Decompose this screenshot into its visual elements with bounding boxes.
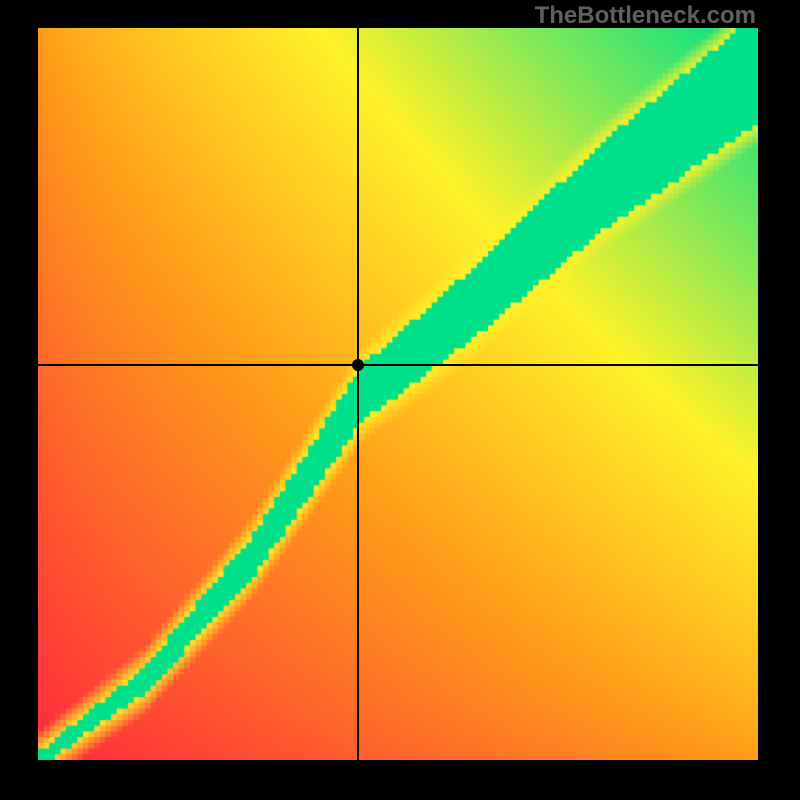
watermark-text: TheBottleneck.com: [535, 2, 756, 30]
crosshair-vertical: [357, 28, 359, 760]
chart-outer-frame: TheBottleneck.com: [0, 0, 800, 800]
heatmap-canvas: [38, 28, 758, 760]
crosshair-horizontal: [38, 364, 758, 366]
